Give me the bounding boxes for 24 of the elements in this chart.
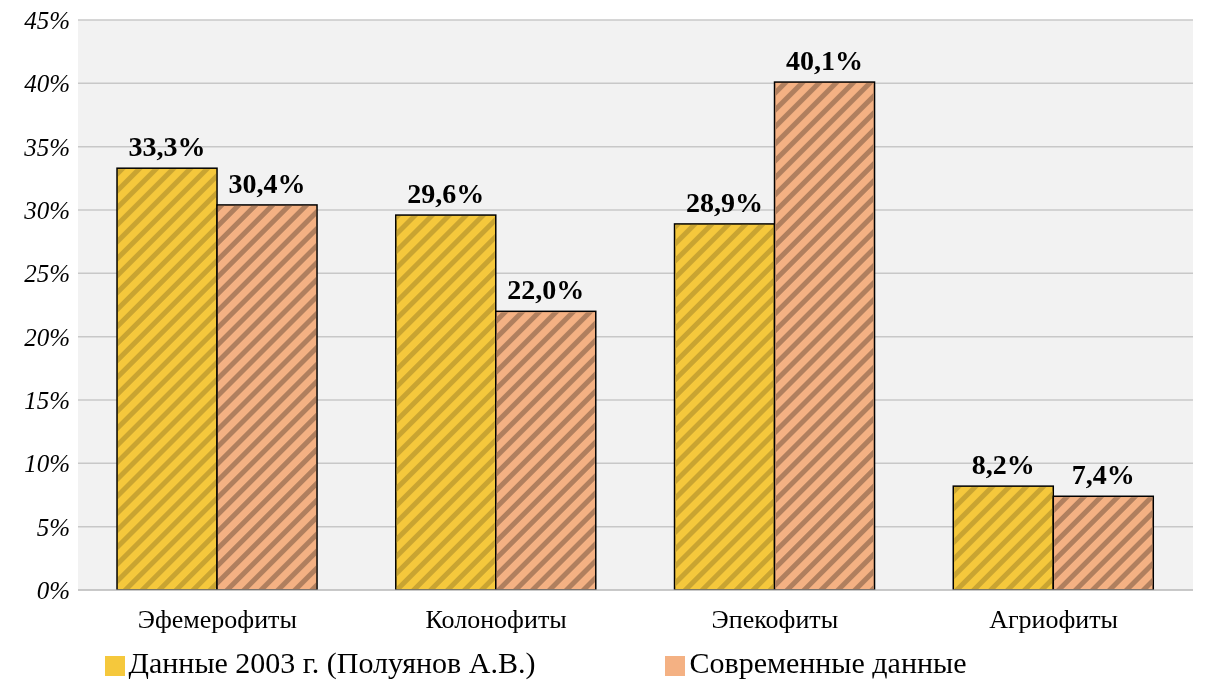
data-label: 8,2% (971, 449, 1035, 481)
data-label: 29,6% (407, 178, 485, 210)
x-tick-label: Эфемерофиты (137, 605, 297, 635)
y-tick-label: 5% (36, 513, 70, 541)
y-tick-label: 35% (23, 133, 70, 161)
y-tick-label: 15% (24, 386, 70, 414)
x-tick-label: Эпекофиты (711, 605, 839, 635)
y-tick-label: 20% (24, 323, 70, 351)
y-tick-label: 30% (23, 196, 70, 224)
y-tick-label: 0% (36, 576, 70, 604)
data-label: 40,1% (786, 45, 864, 77)
y-tick-label: 45% (24, 6, 70, 34)
y-tick-label: 25% (24, 260, 70, 288)
y-tick-label: 10% (24, 450, 70, 478)
data-label: 30,4% (228, 167, 306, 199)
legend-label: Современные данные (689, 646, 967, 679)
data-label: 22,0% (507, 274, 585, 306)
data-label: 7,4% (1071, 459, 1135, 491)
x-tick-label: Колонофиты (425, 605, 567, 635)
x-tick-label: Агриофиты (989, 605, 1119, 635)
data-label: 33,3% (128, 131, 206, 163)
legend-label: Данные 2003 г. (Полуянов А.В.) (128, 646, 536, 679)
data-label: 28,9% (686, 186, 764, 218)
y-tick-label: 40% (24, 70, 70, 98)
